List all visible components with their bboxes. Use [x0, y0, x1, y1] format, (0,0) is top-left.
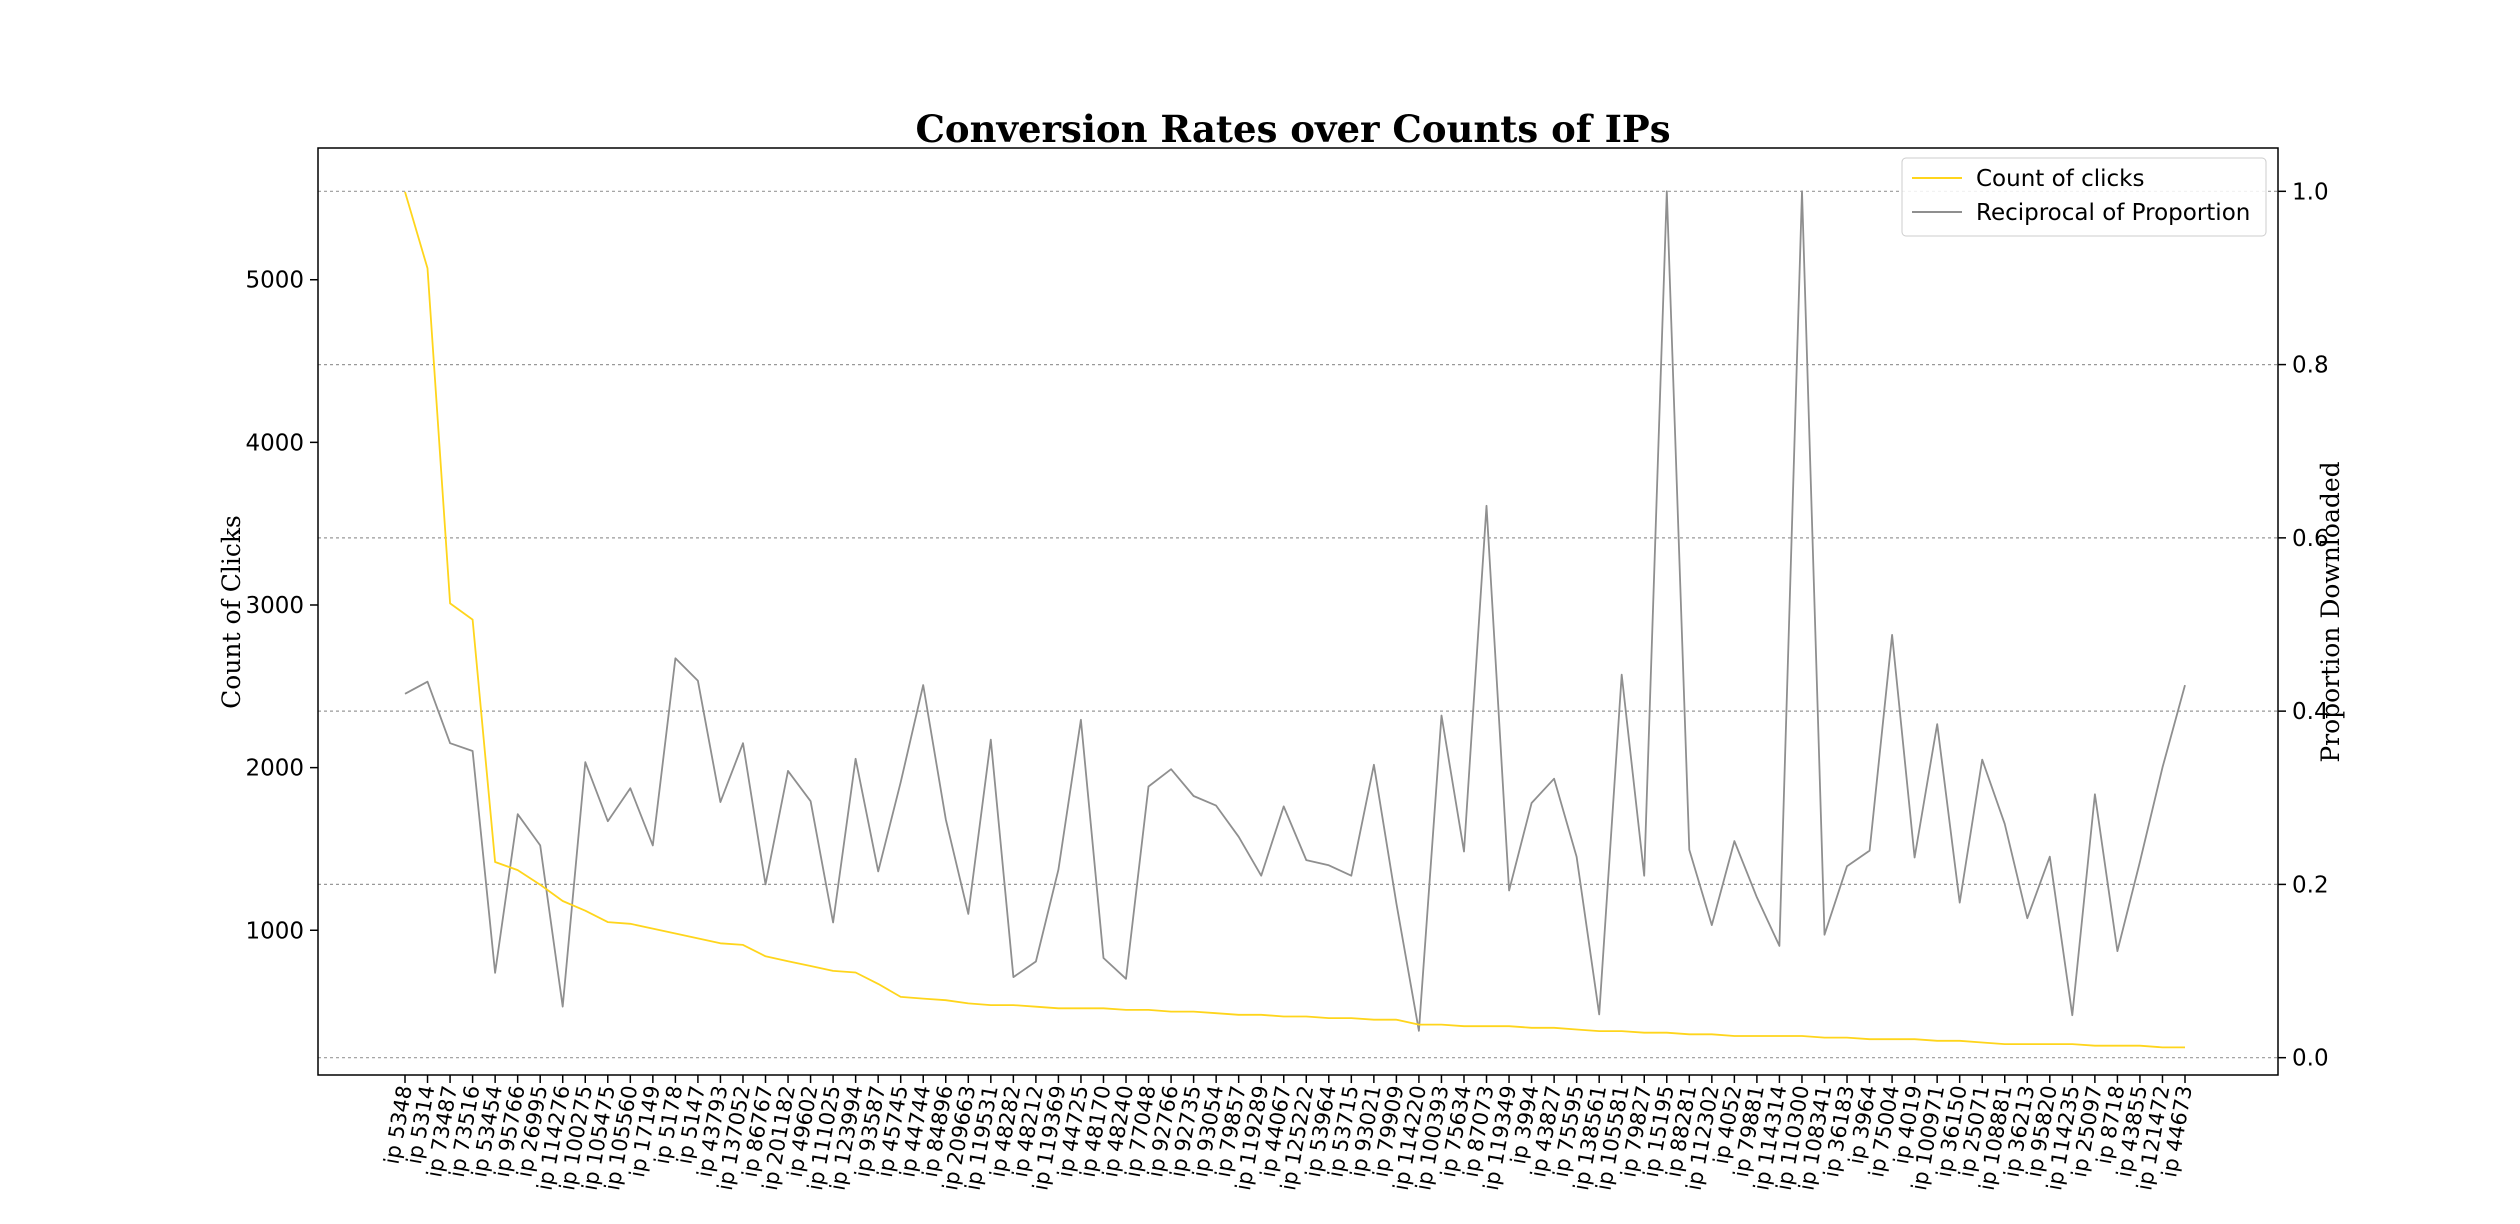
- y2-tick-label: 0.6: [2292, 526, 2329, 552]
- y-tick-label: 3000: [245, 593, 304, 619]
- y2-axis-label: Proportion Downloaded: [2316, 461, 2345, 762]
- series-line-proportion: [404, 190, 2186, 1032]
- legend-label-clicks: Count of clicks: [1976, 166, 2144, 192]
- right-axis-ticks: 0.0 0.2 0.4 0.6 0.8 1.0: [2278, 179, 2329, 1072]
- series-lines: [404, 190, 2186, 1049]
- y2-tick-label: 0.0: [2292, 1046, 2329, 1072]
- y2-tick-label: 0.4: [2292, 699, 2329, 725]
- y2-tick-label: 0.8: [2292, 353, 2329, 379]
- y-tick-label: 5000: [245, 268, 304, 294]
- series-line-clicks: [404, 191, 2185, 1049]
- y-tick-label: 4000: [245, 430, 304, 456]
- y2-tick-label: 1.0: [2292, 179, 2329, 205]
- left-axis-ticks: 1000 2000 3000 4000 5000: [245, 268, 318, 944]
- legend-box: [1901, 157, 2267, 237]
- plot-frame: [317, 147, 2279, 1076]
- legend-label-proportion: Reciprocal of Proportion: [1976, 200, 2250, 226]
- y2-tick-label: 0.2: [2292, 872, 2329, 898]
- chart-title: Conversion Rates over Counts of IPs: [915, 107, 1670, 151]
- y-tick-label: 2000: [245, 756, 304, 782]
- legend: Count of clicks Reciprocal of Proportion: [1901, 157, 2267, 237]
- y-tick-label: 1000: [245, 918, 304, 944]
- y-axis-label: Count of Clicks: [217, 515, 246, 709]
